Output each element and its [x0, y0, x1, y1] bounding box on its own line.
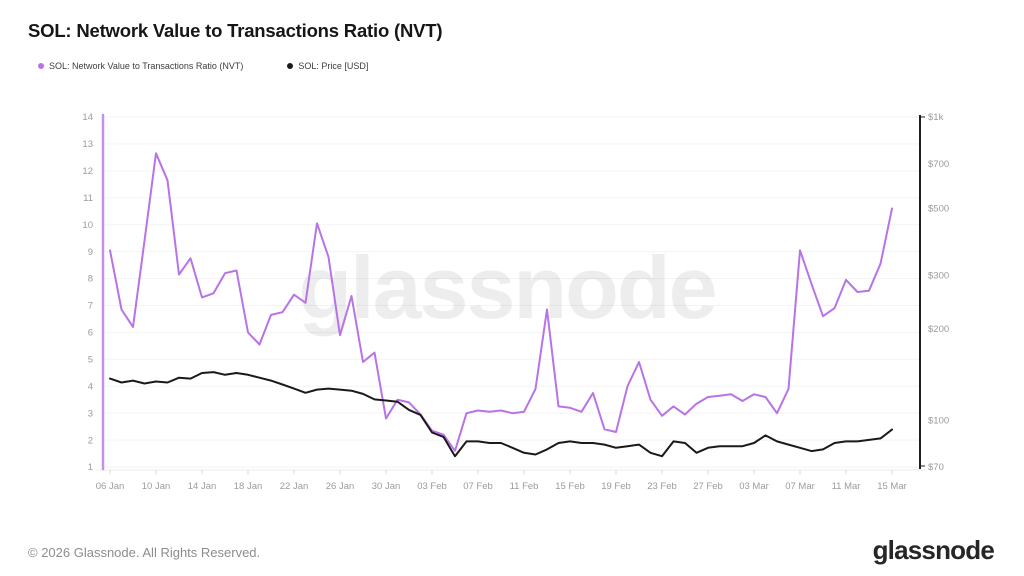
left-tick-label: 2 [88, 435, 93, 446]
left-tick-label: 9 [88, 247, 93, 258]
x-tick-label: 26 Jan [326, 481, 355, 492]
x-tick-label: 15 Feb [555, 481, 585, 492]
x-tick-label: 07 Feb [463, 481, 493, 492]
right-tick-label: $70 [928, 462, 944, 473]
x-tick-label: 11 Mar [832, 481, 861, 492]
left-tick-label: 11 [83, 193, 93, 204]
left-tick-label: 3 [88, 408, 93, 419]
x-tick-label: 15 Mar [877, 481, 907, 492]
x-tick-label: 11 Feb [510, 481, 539, 492]
legend-item-nvt-label: SOL: Network Value to Transactions Ratio… [49, 61, 244, 71]
x-tick-label: 06 Jan [96, 481, 125, 492]
x-tick-label: 30 Jan [372, 481, 401, 492]
right-tick-label: $700 [928, 159, 949, 170]
legend-item-price-label: SOL: Price [USD] [298, 61, 369, 71]
x-tick-label: 27 Feb [693, 481, 723, 492]
x-tick-label: 07 Mar [785, 481, 815, 492]
left-tick-label: 6 [88, 328, 93, 339]
right-tick-label: $200 [928, 324, 949, 335]
left-tick-label: 4 [88, 381, 93, 392]
left-tick-label: 5 [88, 355, 93, 366]
watermark-text: glassnode [298, 238, 715, 337]
x-tick-label: 10 Jan [142, 481, 171, 492]
chart-title: SOL: Network Value to Transactions Ratio… [28, 20, 443, 41]
legend-item-price[interactable]: SOL: Price [USD] [287, 61, 368, 71]
left-tick-label: 14 [82, 112, 93, 123]
right-tick-label: $500 [928, 203, 949, 214]
x-tick-label: 03 Feb [417, 481, 447, 492]
left-tick-label: 12 [82, 166, 93, 177]
right-tick-labels: $1k $700 $500 $300 $200 $100 $70 [928, 112, 949, 473]
x-tick-label: 22 Jan [280, 481, 309, 492]
nvt-line [109, 152, 893, 452]
price-legend-dot-icon [287, 63, 294, 69]
right-tick-label: $300 [928, 271, 949, 282]
price-line [109, 371, 893, 458]
x-tick-label: 18 Jan [234, 481, 263, 492]
left-tick-label: 13 [82, 139, 93, 150]
left-tick-label: 7 [88, 301, 93, 312]
x-tick-labels: 06 Jan 10 Jan 14 Jan 18 Jan 22 Jan 26 Jan 30 J… [96, 470, 907, 492]
glassnode-logo: glassnode [872, 535, 995, 565]
x-tick-label: 19 Feb [601, 481, 631, 492]
x-tick-label: 03 Mar [739, 481, 769, 492]
legend-item-nvt[interactable]: SOL: Network Value to Transactions Ratio… [38, 61, 243, 71]
left-tick-label: 1 [88, 462, 93, 473]
nvt-legend-dot-icon [38, 63, 44, 69]
left-tick-label: 8 [88, 274, 93, 285]
copyright-text: © 2026 Glassnode. All Rights Reserved. [28, 545, 261, 560]
right-tick-label: $100 [928, 415, 949, 426]
right-tick-label: $1k [928, 112, 944, 123]
legend: SOL: Network Value to Transactions Ratio… [38, 61, 368, 71]
x-tick-label: 14 Jan [188, 481, 217, 492]
left-tick-label: 10 [82, 220, 93, 231]
x-tick-label: 23 Feb [647, 481, 677, 492]
